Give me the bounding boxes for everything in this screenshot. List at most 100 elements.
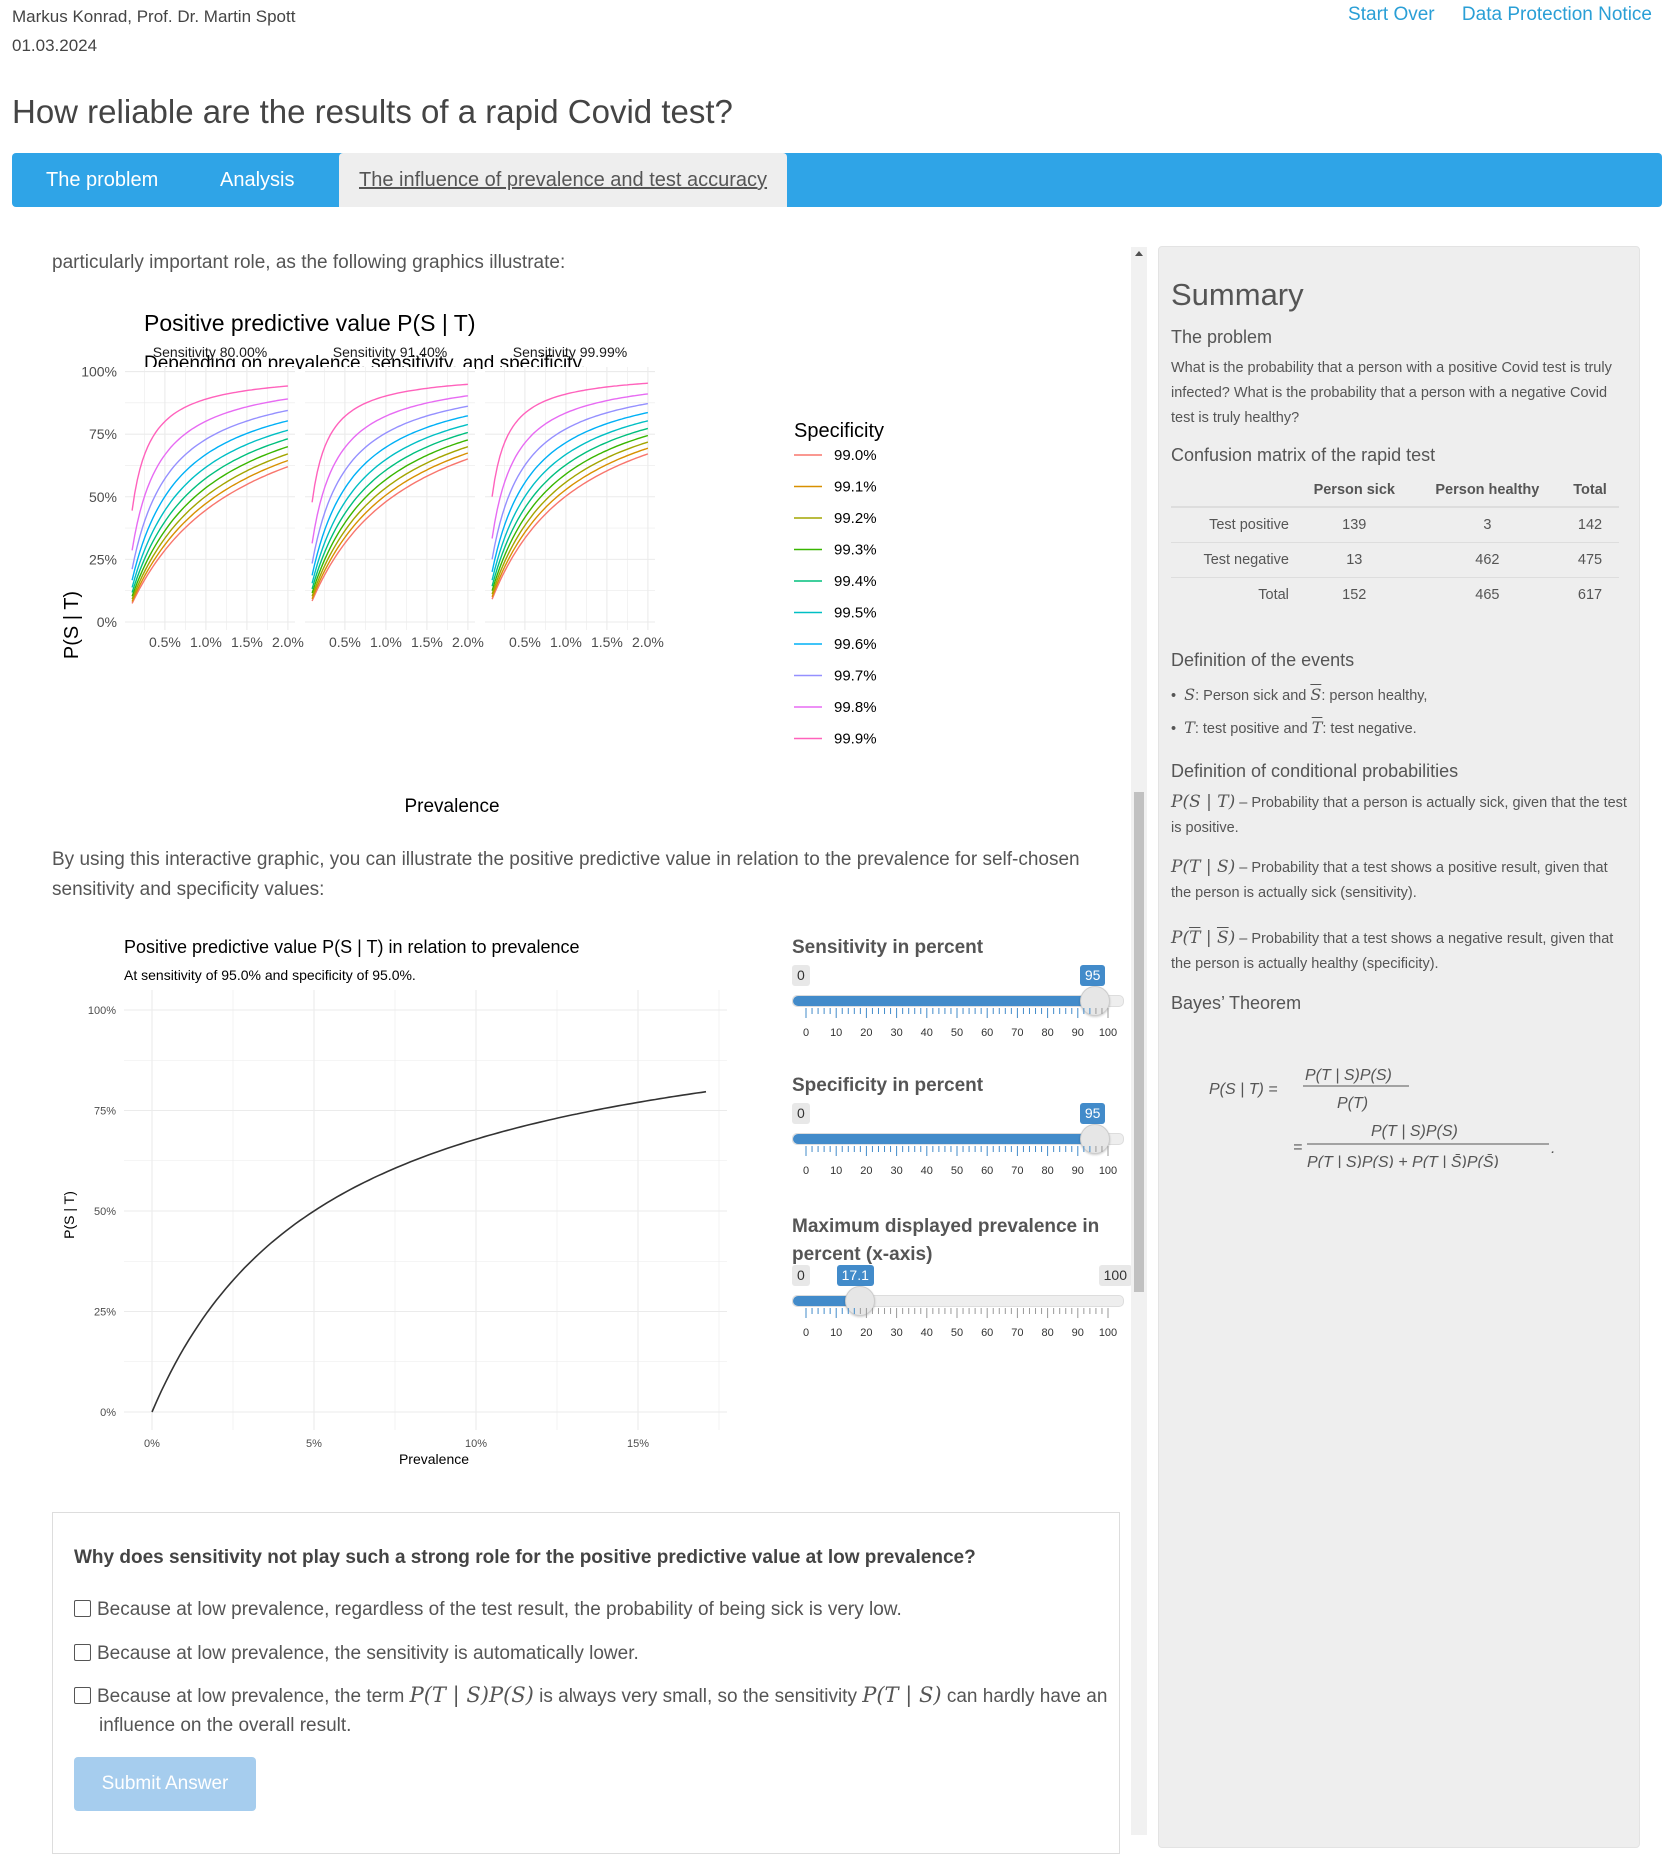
main-scrollbar[interactable] [1131, 247, 1147, 1835]
author-info: Markus Konrad, Prof. Dr. Martin Spott 01… [12, 2, 295, 60]
max-prevalence-label: Maximum displayed prevalence in percent … [792, 1216, 1100, 1265]
series-line [491, 411, 649, 573]
question-text: Why does sensitivity not play such a str… [74, 1547, 976, 1568]
series-line [131, 409, 289, 570]
table-cell: 142 [1561, 506, 1619, 543]
slider-panel: Sensitivity in percent Specificity in pe… [792, 925, 1132, 1365]
event-T-symbol: T [1184, 718, 1195, 737]
option-3-label-b: is always very small, so the sensitivity [533, 1686, 863, 1707]
x-tick-label: 5% [306, 1438, 322, 1450]
top-links: Start Over Data Protection Notice [1326, 4, 1652, 26]
conditional-2-math: P(T | S) [1171, 857, 1236, 877]
publication-date: 01.03.2024 [12, 36, 98, 55]
slider-track[interactable] [792, 1286, 1124, 1316]
table-header [1171, 474, 1295, 508]
option-1-label: Because at low prevalence, regardless of… [97, 1599, 902, 1620]
x-tick-label: 15% [627, 1438, 649, 1450]
x-tick-label: 10% [465, 1438, 487, 1450]
y-tick-label: 100% [88, 1005, 116, 1017]
legend-label: 99.3% [834, 542, 877, 559]
tab-analysis[interactable]: Analysis [220, 169, 295, 191]
chart1-legend-title: Specificity [794, 420, 884, 442]
plot-panel [124, 990, 727, 1430]
conditional-3-math: P(T | S) [1171, 928, 1236, 948]
tab-the-problem[interactable]: The problem [46, 169, 159, 191]
series-line [131, 446, 289, 597]
scrollbar-thumb[interactable] [1134, 792, 1144, 1292]
facet-label: Sensitivity 80.00% [153, 344, 267, 360]
series-line [311, 446, 469, 597]
slider-track[interactable] [792, 986, 1124, 1016]
slider-tick-label: 80 [1041, 1327, 1054, 1339]
x-tick-label: 1.0% [550, 634, 582, 650]
slider-tick-label: 70 [1011, 1027, 1024, 1039]
option-3-label-c: can hardly have an influence on the over… [99, 1686, 1108, 1736]
y-tick-label: 75% [94, 1106, 116, 1118]
slider-min-label: 0 [792, 1265, 810, 1286]
y-tick-label: 75% [89, 426, 117, 442]
slider-tick-label: 10 [830, 1027, 843, 1039]
series-line [311, 439, 469, 594]
slider-ticks [805, 1308, 1109, 1318]
submit-answer-button[interactable]: Submit Answer [74, 1757, 256, 1811]
slider-ticks [805, 1146, 1109, 1156]
scroll-up-arrow-icon[interactable] [1135, 251, 1143, 256]
nav-tabs: The problem Analysis The influence of pr… [12, 153, 1662, 207]
slider-tick-label: 90 [1071, 1027, 1084, 1039]
y-tick-label: 50% [89, 489, 117, 505]
event-S-symbol: S [1184, 685, 1196, 704]
slider-3[interactable]: 0 100 17.1 0 10 20 30 40 50 60 70 80 90 100 [792, 1265, 1132, 1345]
option-2[interactable]: Because at low prevalence, the sensitivi… [74, 1639, 639, 1668]
slider-tick-label: 80 [1041, 1027, 1054, 1039]
slider-tick-label: 30 [890, 1327, 903, 1339]
slider-handle[interactable] [1079, 1124, 1110, 1154]
svg-text:P(S | T) =: P(S | T) = [1209, 1081, 1278, 1098]
option-3-math-2: P(T | S) [862, 1683, 942, 1707]
series-line [491, 382, 648, 497]
problem-text: What is the probability that a person wi… [1171, 360, 1612, 426]
slider-tick-label: 40 [920, 1327, 933, 1339]
specificity-label: Specificity in percent [792, 1075, 984, 1096]
faceted-ppv-chart: Positive predictive value P(S | T) Depen… [61, 310, 884, 817]
tab-influence-prevalence[interactable]: The influence of prevalence and test acc… [339, 153, 788, 207]
event-2: • T: test positive and T: test negative. [1171, 718, 1417, 737]
slider-track[interactable] [792, 1124, 1124, 1154]
slider-handle[interactable] [1079, 986, 1110, 1016]
option-2-checkbox[interactable] [74, 1644, 91, 1661]
option-3-checkbox[interactable] [74, 1687, 91, 1704]
conditional-1: P(S | T) – Probability that a person is … [1171, 790, 1627, 841]
slider-1[interactable]: 0 95 0 10 20 30 40 50 60 70 80 90 100 [792, 965, 1132, 1045]
confusion-heading: Confusion matrix of the rapid test [1171, 445, 1436, 465]
series-line [491, 420, 649, 581]
slider-tick-label: 90 [1071, 1327, 1084, 1339]
table-cell: Test positive [1171, 506, 1295, 543]
slider-fill [793, 996, 1094, 1006]
legend-label: 99.1% [834, 479, 877, 496]
data-protection-link[interactable]: Data Protection Notice [1461, 4, 1652, 25]
event-1-text-b: : person healthy, [1321, 688, 1428, 704]
option-1[interactable]: Because at low prevalence, regardless of… [74, 1595, 902, 1624]
start-over-link[interactable]: Start Over [1348, 4, 1435, 25]
slider-min-label: 0 [792, 965, 810, 986]
option-3[interactable]: Because at low prevalence, the term P(T … [74, 1681, 1109, 1740]
legend-label: 99.2% [834, 510, 877, 527]
slider-tick-label: 20 [860, 1027, 873, 1039]
slider-fill [793, 1134, 1094, 1144]
slider-tick-label: 30 [890, 1027, 903, 1039]
slider-2[interactable]: 0 95 0 10 20 30 40 50 60 70 80 90 100 [792, 1103, 1132, 1183]
series-line [311, 383, 468, 503]
option-1-checkbox[interactable] [74, 1600, 91, 1617]
series-line [311, 452, 469, 600]
chart1-ylabel: P(S | T) [61, 591, 83, 659]
slider-handle[interactable] [844, 1286, 875, 1316]
slider-max-label: 100 [1098, 1265, 1132, 1286]
legend-label: 99.6% [834, 636, 877, 653]
series-line [131, 438, 289, 593]
slider-tick-label: 20 [860, 1327, 873, 1339]
table-cell: 475 [1561, 542, 1619, 578]
slider-tick-label: 50 [950, 1327, 964, 1339]
slider-ticks [805, 1008, 1109, 1018]
slider-tick-label: 70 [1011, 1327, 1024, 1339]
event-1: • S: Person sick and S: person healthy, [1171, 685, 1428, 704]
y-tick-label: 0% [97, 614, 117, 630]
